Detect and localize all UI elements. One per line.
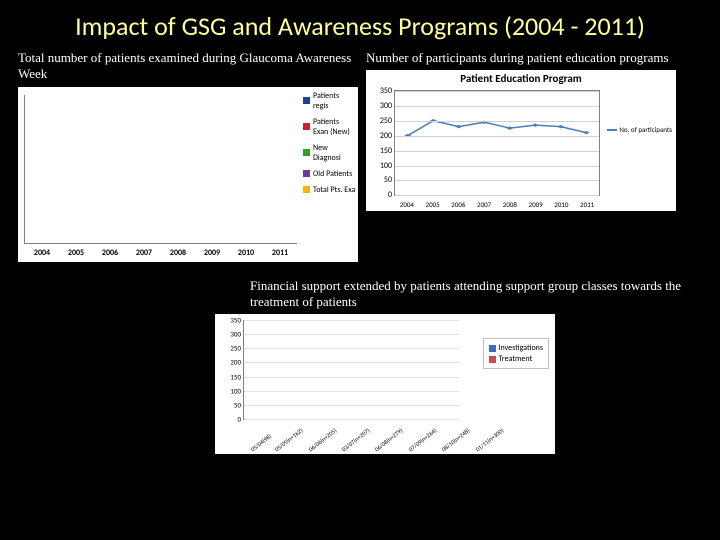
- legend-item: New Diagnosi: [303, 143, 356, 163]
- y-axis-label: 150: [380, 146, 392, 156]
- y-axis-label: 200: [230, 358, 241, 367]
- legend-item: Patients Exan (New): [303, 117, 356, 137]
- y-axis-label: 100: [380, 161, 392, 171]
- bottom-legend: InvestigationsTreatment: [483, 338, 549, 369]
- y-axis-label: 350: [230, 316, 241, 325]
- y-axis-label: 300: [230, 330, 241, 339]
- x-axis-label: 05/05(n=162): [273, 426, 304, 453]
- y-axis-label: 250: [230, 344, 241, 353]
- y-axis-label: 0: [237, 415, 241, 424]
- legend-item: Treatment: [489, 354, 543, 364]
- bar-xlabel: 2006: [102, 248, 118, 258]
- y-axis-label: 200: [380, 131, 392, 141]
- bottom-chart-caption: Financial support extended by patients a…: [0, 262, 720, 315]
- x-axis-label: 2006: [451, 200, 465, 209]
- y-axis-label: 50: [384, 175, 392, 185]
- legend-item: Total Pts. Exa: [303, 185, 356, 195]
- bar-xlabel: 2008: [170, 248, 186, 258]
- y-axis-label: 350: [380, 86, 392, 96]
- page-title: Impact of GSG and Awareness Programs (20…: [0, 0, 720, 50]
- x-axis-label: 2010: [554, 200, 568, 209]
- x-axis-label: 07/09(n=264): [407, 426, 438, 453]
- line-chart-title: Patient Education Program: [366, 72, 676, 85]
- x-axis-label: 05/04(98): [249, 432, 273, 453]
- x-axis-label: 2004: [400, 200, 414, 209]
- bar-xlabel: 2007: [136, 248, 152, 258]
- bottom-bar-chart: 0 50 100 150 200 250 300 350 05/04(98)05/05(n=1…: [215, 314, 555, 454]
- bar-xlabel: 2005: [68, 248, 84, 258]
- x-axis-label: 08/10(n=248): [440, 426, 471, 453]
- y-axis-label: 150: [230, 372, 241, 381]
- right-chart-subtitle: Number of participants during patient ed…: [366, 50, 702, 66]
- y-axis-label: 300: [380, 101, 392, 111]
- bar-xlabel: 2010: [238, 248, 254, 258]
- x-axis-label: 2011: [580, 200, 594, 209]
- x-axis-label: 06/06(n=205): [307, 426, 338, 453]
- x-axis-label: 2007: [477, 200, 491, 209]
- left-bar-chart: 2004 2005 2006 2007 2008 2009 2010 2011 Patient…: [18, 87, 358, 262]
- x-axis-label: 2008: [503, 200, 517, 209]
- y-axis-label: 100: [230, 386, 241, 395]
- x-axis-label: 03/07(n=207): [340, 426, 371, 453]
- legend-item: Old Patients: [303, 169, 356, 179]
- x-axis-label: 2009: [529, 200, 543, 209]
- line-chart: Patient Education Program 0 50 100 150 200 25…: [366, 70, 676, 211]
- line-legend: No. of participants: [607, 125, 672, 134]
- x-axis-label: 2005: [426, 200, 440, 209]
- y-axis-label: 50: [234, 400, 241, 409]
- bar-xlabel: 2004: [34, 248, 50, 258]
- legend-item: Patients regis: [303, 91, 356, 111]
- x-axis-label: 06/08(n=279): [373, 426, 404, 453]
- y-axis-label: 0: [388, 190, 392, 200]
- y-axis-label: 250: [380, 116, 392, 126]
- x-axis-label: 01/11(n=300): [474, 426, 505, 453]
- left-chart-subtitle: Total number of patients examined during…: [18, 50, 358, 83]
- legend-item: Investigations: [489, 343, 543, 353]
- bar-xlabel: 2011: [272, 248, 288, 258]
- bar-xlabel: 2009: [204, 248, 220, 258]
